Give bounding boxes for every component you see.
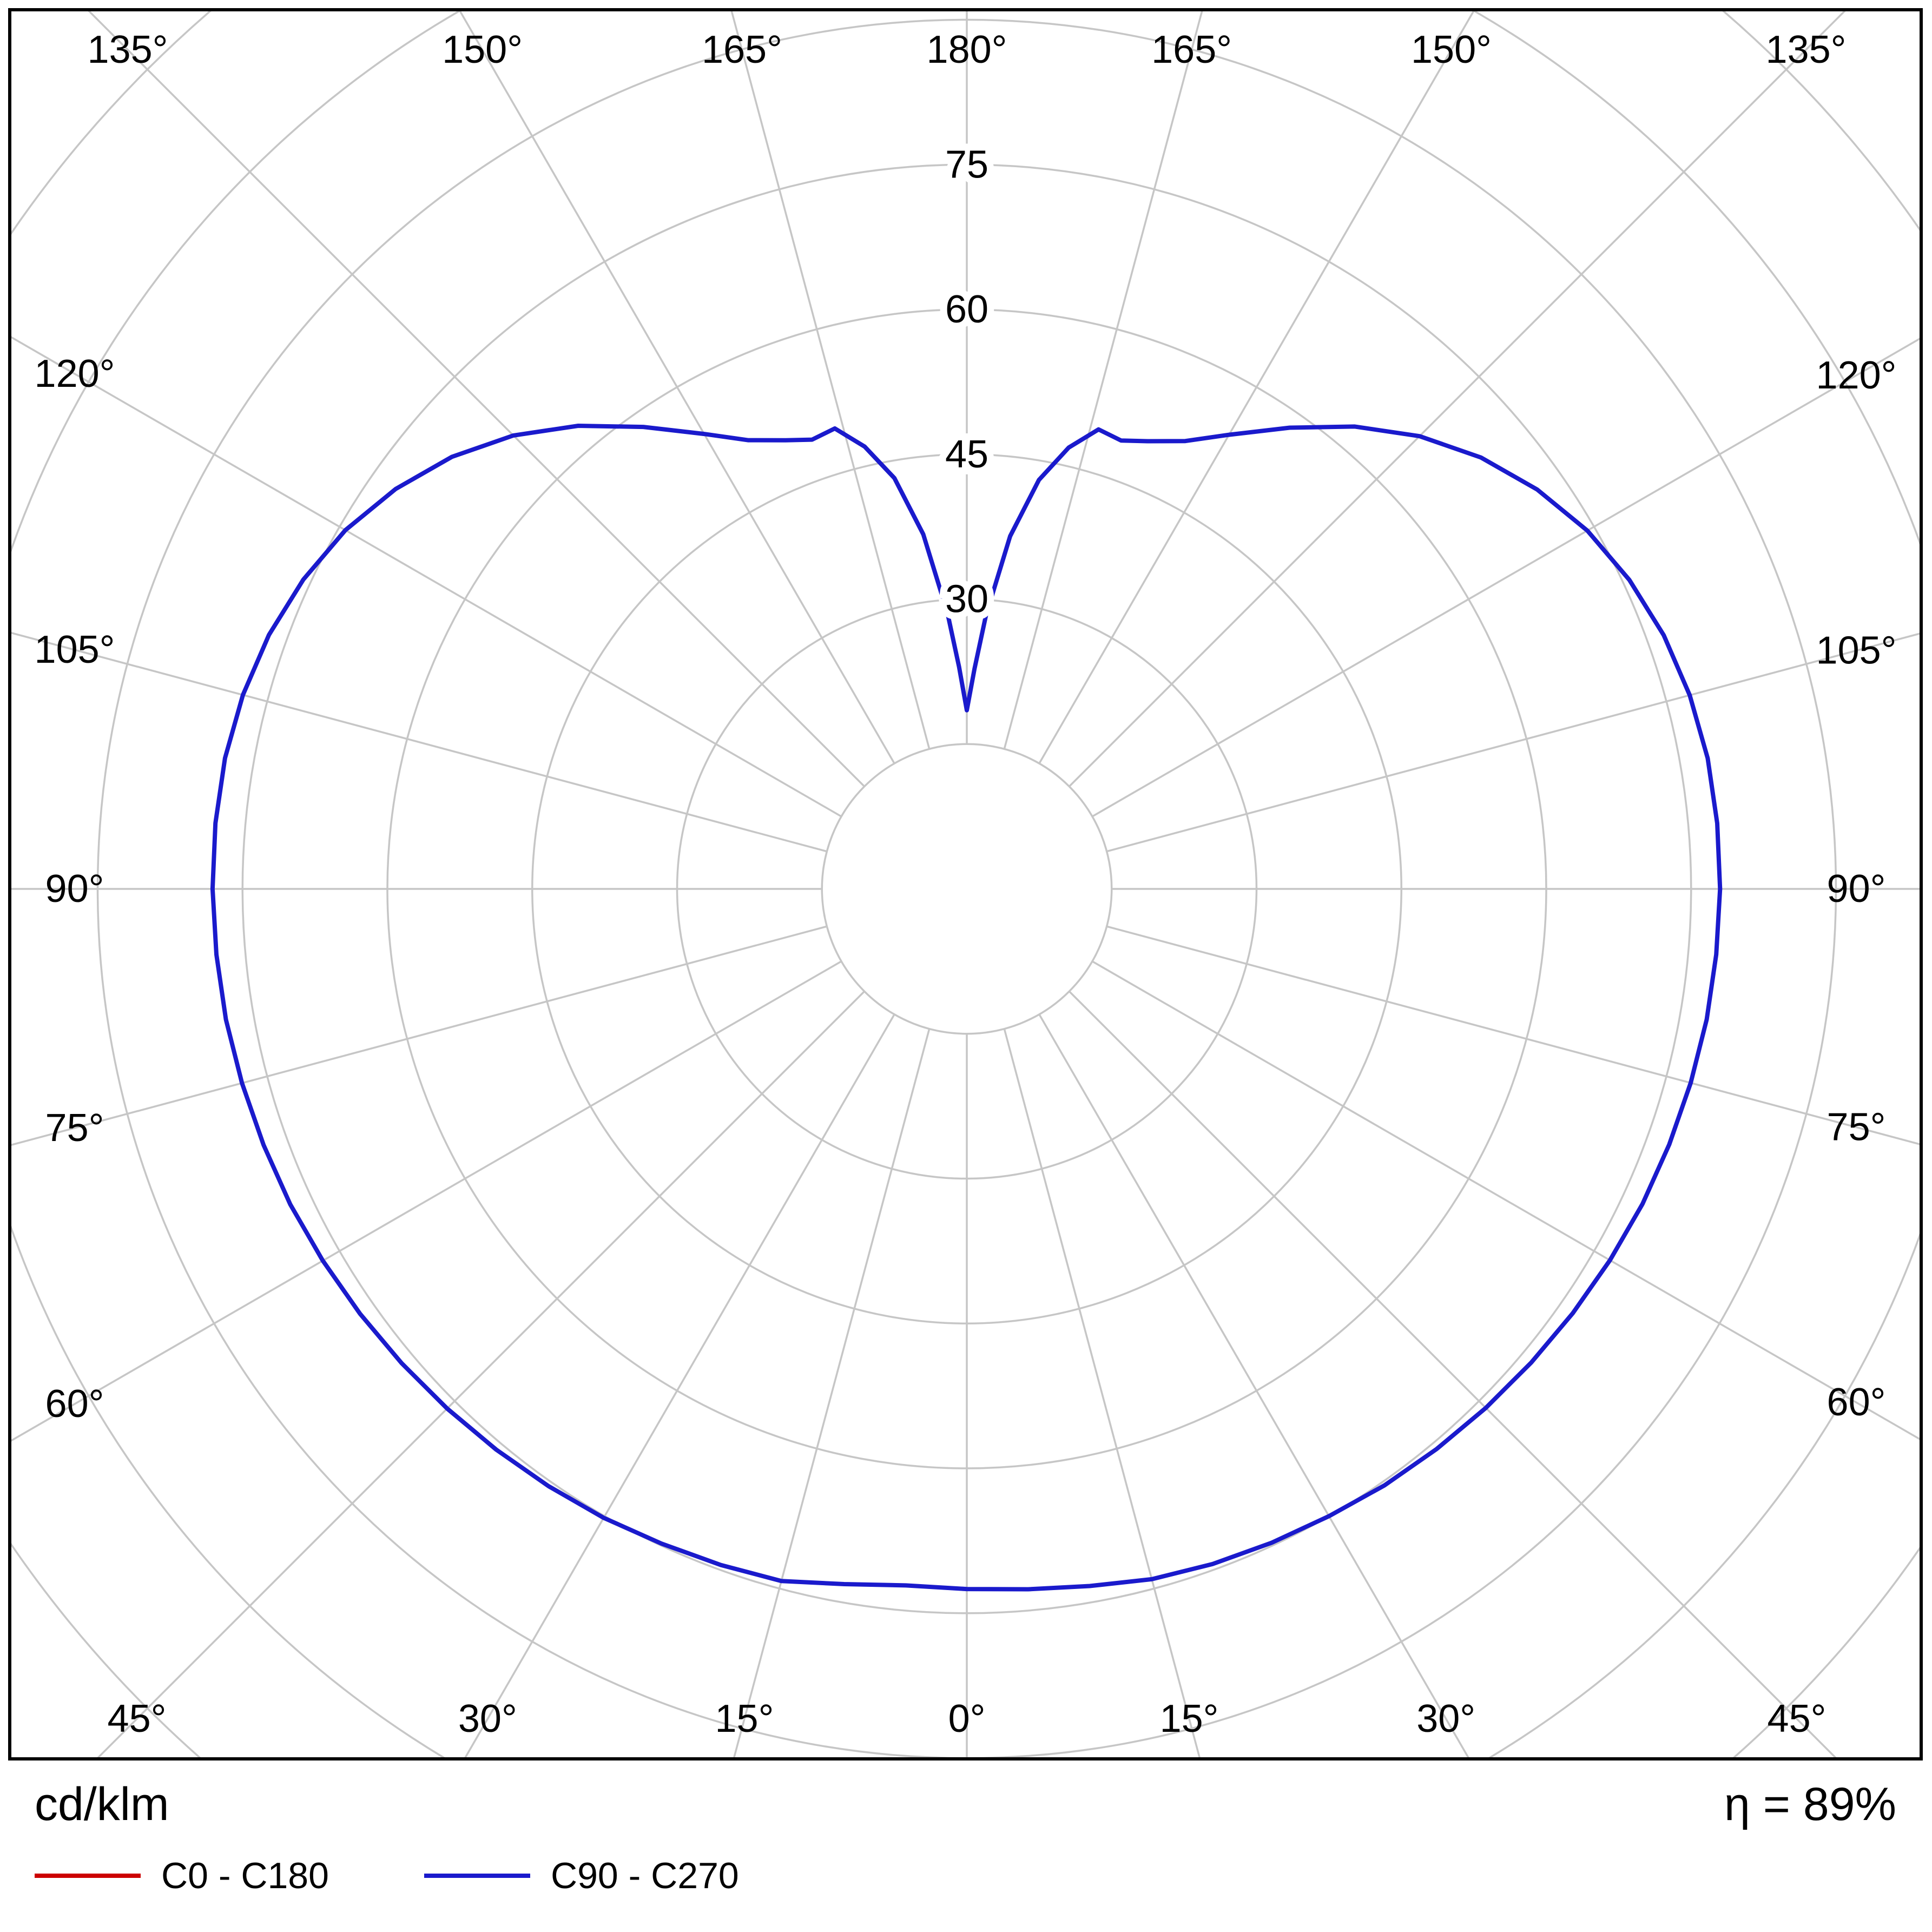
svg-text:180°: 180° <box>927 28 1007 71</box>
efficiency-label: η = 89% <box>1724 1778 1896 1830</box>
svg-text:135°: 135° <box>1766 28 1847 71</box>
legend-line-c0-c180-icon <box>35 1874 141 1878</box>
svg-text:120°: 120° <box>35 352 115 395</box>
svg-text:30: 30 <box>945 578 988 621</box>
svg-text:45°: 45° <box>1768 1697 1827 1740</box>
legend-label-c0-c180: C0 - C180 <box>161 1855 329 1896</box>
svg-text:120°: 120° <box>1816 354 1897 397</box>
angle-labels: 0° 15° 15° 30° 30° 45° 45° 60° 60° 75° 75° 90° 90° 10… <box>35 28 1897 1740</box>
legend-line-c90-c270-icon <box>424 1874 530 1878</box>
svg-text:135°: 135° <box>88 28 168 71</box>
svg-text:150°: 150° <box>1411 28 1492 71</box>
legend-label-c90-c270: C90 - C270 <box>551 1855 739 1896</box>
svg-text:75: 75 <box>945 143 988 186</box>
svg-text:75°: 75° <box>45 1106 104 1150</box>
svg-text:15°: 15° <box>715 1697 774 1740</box>
plot-frame <box>8 8 1923 1760</box>
svg-text:60°: 60° <box>1827 1381 1886 1424</box>
svg-text:15°: 15° <box>1160 1697 1219 1740</box>
svg-text:75°: 75° <box>1827 1106 1886 1149</box>
svg-text:150°: 150° <box>442 28 523 71</box>
svg-text:105°: 105° <box>35 628 115 671</box>
svg-text:45: 45 <box>945 433 988 476</box>
svg-text:60: 60 <box>945 288 988 331</box>
svg-text:165°: 165° <box>702 28 782 71</box>
svg-text:90°: 90° <box>45 867 104 911</box>
svg-text:165°: 165° <box>1151 28 1232 71</box>
svg-text:30°: 30° <box>458 1697 517 1740</box>
svg-text:30°: 30° <box>1416 1697 1475 1740</box>
svg-text:60°: 60° <box>45 1382 104 1426</box>
radius-labels: 30 45 60 75 <box>938 136 995 628</box>
svg-text:0°: 0° <box>948 1697 986 1740</box>
unit-label: cd/klm <box>35 1778 169 1830</box>
curve-C90-C270 <box>210 424 1723 1592</box>
curves <box>210 424 1723 1592</box>
legend-item-c90-c270: C90 - C270 <box>424 1855 739 1897</box>
svg-text:90°: 90° <box>1827 867 1886 911</box>
svg-text:45°: 45° <box>108 1697 167 1740</box>
svg-text:105°: 105° <box>1816 629 1897 672</box>
legend-item-c0-c180: C0 - C180 <box>35 1855 329 1897</box>
